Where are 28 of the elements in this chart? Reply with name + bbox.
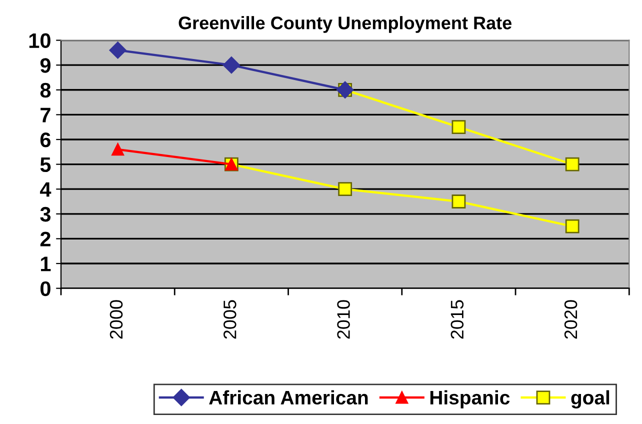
point xyxy=(338,182,352,196)
y-tick-label: 0 xyxy=(40,281,50,296)
y-tick-label: 6 xyxy=(40,132,51,148)
y-tick-label: 1 xyxy=(40,256,51,272)
y-tick-label: 8 xyxy=(40,82,51,98)
y-tick-label: 4 xyxy=(40,182,52,197)
y-tick-label: 5 xyxy=(40,158,51,172)
legend-label: goal xyxy=(571,390,610,408)
chart-title: Greenville County Unemployment Rate xyxy=(178,16,512,33)
point xyxy=(452,194,466,208)
x-tick-label: 2020 xyxy=(564,300,578,339)
y-tick-label: 10 xyxy=(29,33,50,48)
point xyxy=(112,143,124,156)
point xyxy=(565,219,580,234)
legend-label: African American xyxy=(209,390,368,405)
y-tick-label: 2 xyxy=(40,232,50,246)
legend-label: Hispanic xyxy=(430,390,510,408)
x-tick-label: 2005 xyxy=(224,300,236,339)
y-tick-label: 7 xyxy=(40,108,50,122)
point xyxy=(452,120,466,134)
y-tick-label: 3 xyxy=(40,206,51,222)
point xyxy=(565,157,580,172)
point xyxy=(222,56,240,74)
x-tick-label: 2000 xyxy=(110,300,123,339)
point xyxy=(109,42,126,59)
x-tick-label: 2015 xyxy=(450,300,464,339)
x-tick-label: 2010 xyxy=(337,300,350,339)
y-tick-label: 9 xyxy=(40,58,50,73)
